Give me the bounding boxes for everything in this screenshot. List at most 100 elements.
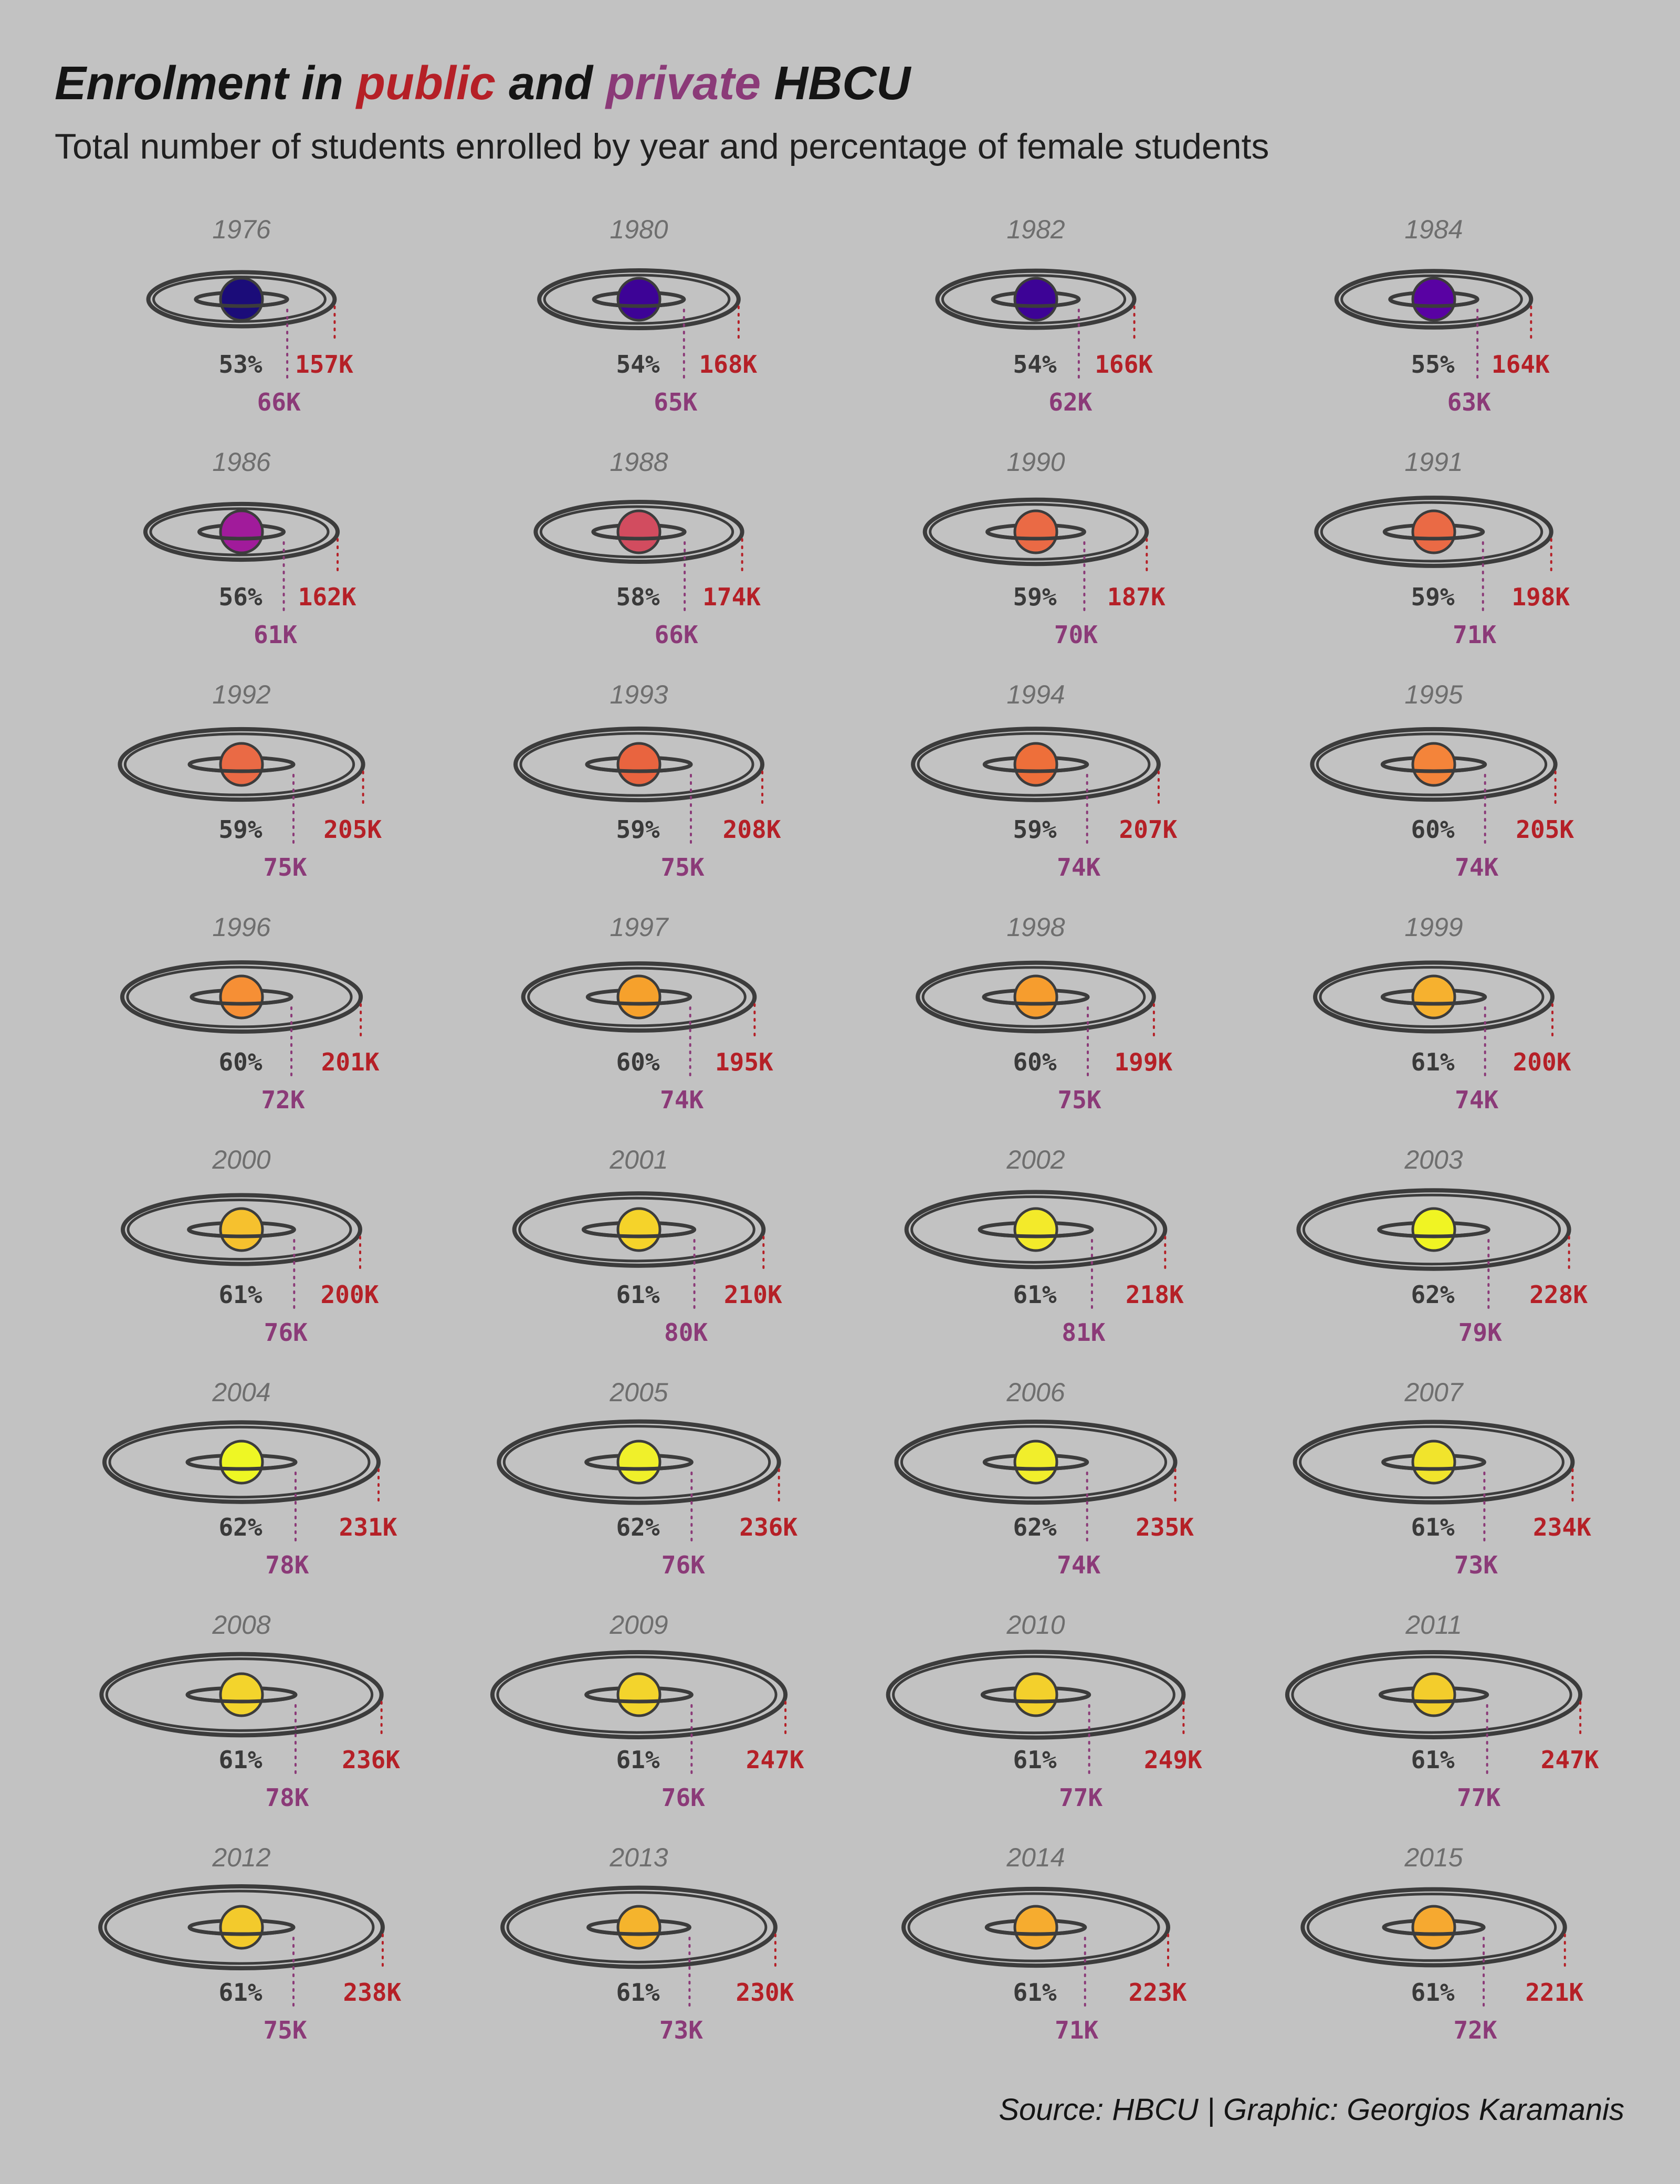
private-ring-front [591, 531, 687, 541]
planet-body [219, 1207, 264, 1252]
year-label: 2011 [1405, 1610, 1462, 1640]
planet-body [1013, 1440, 1058, 1485]
public-ring-inner [108, 1425, 371, 1499]
year-label: 2010 [1006, 1610, 1065, 1640]
public-value-label: 210K [724, 1280, 782, 1309]
public-ring-outer [120, 960, 363, 1034]
public-value-label: 199K [1114, 1048, 1172, 1076]
title-prefix: Enrolment in [55, 57, 344, 110]
private-ring-front [982, 763, 1089, 773]
planet-1990: 1990 59% 187K 70K [922, 447, 1166, 649]
private-value-label: 74K [1057, 853, 1100, 881]
public-ring-outer [118, 727, 365, 802]
planet-body [1411, 1207, 1456, 1252]
female-pct-label: 62% [1411, 1280, 1454, 1309]
year-label: 1998 [1006, 912, 1065, 942]
year-label: 2003 [1404, 1145, 1463, 1174]
public-value-label: 157K [295, 350, 353, 379]
planet-2010: 2010 61% 249K 77K [886, 1610, 1202, 1812]
public-ring-outer [121, 1193, 362, 1266]
planet-2001: 2001 61% 210K 80K [512, 1145, 782, 1347]
public-ring-outer [922, 497, 1149, 566]
female-pct-label: 62% [218, 1513, 262, 1541]
year-label: 1976 [212, 215, 270, 244]
public-ring-inner [1299, 1425, 1564, 1499]
planet-body [616, 1207, 662, 1252]
year-label: 2007 [1404, 1378, 1464, 1407]
public-ring-outer [497, 1419, 781, 1505]
female-pct-label: 59% [616, 815, 659, 844]
public-ring-outer [143, 501, 340, 562]
public-ring-outer [102, 1420, 381, 1504]
year-label: 2014 [1006, 1843, 1065, 1872]
private-ring-front [991, 298, 1081, 308]
planet-2005: 2005 62% 236K 76K [497, 1378, 797, 1579]
public-value-label: 168K [699, 350, 757, 379]
public-ring-inner [105, 1657, 374, 1732]
female-pct-label: 53% [218, 350, 262, 379]
year-label: 1991 [1404, 447, 1463, 477]
planet-body [1013, 509, 1058, 554]
female-pct-label: 60% [218, 1048, 262, 1076]
planet-2006: 2006 62% 235K 74K [894, 1378, 1194, 1579]
female-pct-label: 61% [1013, 1280, 1056, 1309]
public-ring-inner [1319, 965, 1545, 1028]
public-ring-outer [1285, 1650, 1583, 1739]
private-value-label: 78K [265, 1783, 309, 1812]
source-caption: Source: HBCU | Graphic: Georgios Karaman… [999, 2093, 1624, 2127]
year-label: 1996 [212, 912, 270, 942]
private-ring-front [1380, 763, 1487, 773]
public-ring-inner [104, 1889, 375, 1965]
planet-1997: 1997 60% 195K 74K [521, 912, 773, 1114]
planet-body [1013, 1905, 1058, 1950]
planet-body [219, 1440, 264, 1485]
public-ring-inner [127, 1198, 352, 1261]
planet-body [219, 509, 264, 554]
female-pct-label: 56% [218, 583, 262, 611]
female-pct-label: 61% [1411, 1048, 1454, 1076]
private-value-label: 74K [1455, 1086, 1498, 1114]
public-value-label: 228K [1529, 1280, 1588, 1309]
private-value-label: 81K [1062, 1318, 1105, 1347]
planet-2015: 2015 61% 221K 72K [1300, 1843, 1583, 2044]
private-value-label: 77K [1457, 1783, 1500, 1812]
year-label: 2002 [1006, 1145, 1065, 1174]
public-ring-inner [539, 505, 734, 559]
private-ring-front [194, 298, 289, 308]
planet-2012: 2012 61% 238K 75K [98, 1843, 402, 2044]
public-ring-outer [490, 1650, 788, 1739]
planet-body [616, 509, 662, 554]
private-value-label: 76K [662, 1783, 705, 1812]
private-value-label: 74K [1455, 853, 1498, 881]
female-pct-label: 60% [1013, 1048, 1056, 1076]
private-value-label: 74K [660, 1086, 704, 1114]
year-label: 2000 [212, 1145, 270, 1174]
private-value-label: 75K [263, 2016, 307, 2044]
private-value-label: 80K [664, 1318, 708, 1347]
year-label: 2012 [212, 1843, 270, 1872]
planet-2003: 2003 62% 228K 79K [1296, 1145, 1588, 1347]
year-label: 1995 [1404, 680, 1463, 709]
planet-1993: 1993 59% 208K 75K [513, 680, 781, 881]
private-ring-front [1382, 531, 1485, 541]
public-value-label: 236K [739, 1513, 797, 1541]
public-value-label: 235K [1136, 1513, 1194, 1541]
public-value-label: 200K [1513, 1048, 1571, 1076]
female-pct-label: 59% [1013, 583, 1056, 611]
planet-body [219, 742, 264, 787]
female-pct-label: 61% [1013, 1978, 1056, 2007]
public-value-label: 200K [321, 1280, 379, 1309]
public-ring-outer [886, 1650, 1186, 1740]
year-label: 1999 [1404, 912, 1463, 942]
public-value-label: 218K [1126, 1280, 1184, 1309]
planet-1996: 1996 60% 201K 72K [120, 912, 380, 1114]
private-ring-front [585, 996, 692, 1006]
planet-body [616, 742, 662, 787]
public-value-label: 205K [1516, 815, 1574, 844]
public-value-label: 162K [298, 583, 356, 611]
public-value-label: 198K [1511, 583, 1570, 611]
public-ring-inner [519, 732, 754, 797]
private-value-label: 70K [1054, 621, 1098, 649]
public-ring-inner [1316, 732, 1548, 796]
